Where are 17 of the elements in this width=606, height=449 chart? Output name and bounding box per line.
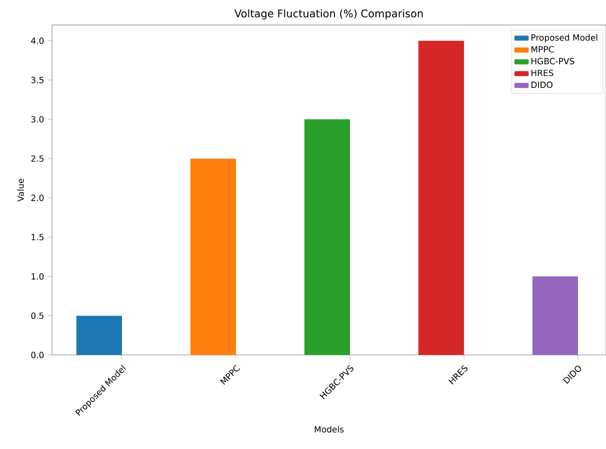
legend-label: MPPC — [532, 46, 554, 53]
y-tick-label: 1.5 — [32, 234, 44, 240]
y-tick-label: 3.5 — [31, 76, 44, 84]
chart-title: Voltage Fluctuation (%) Comparison — [234, 9, 423, 20]
x-axis-title: Models — [314, 426, 344, 433]
y-tick-label: 2.0 — [31, 194, 44, 202]
y-tick-label: 4.0 — [31, 38, 44, 44]
y-tick-label: 1.0 — [32, 273, 44, 280]
legend-label: DIDO — [532, 82, 552, 88]
legend-label: Proposed Model — [532, 34, 598, 42]
legend-label: HGBC-PVS — [532, 58, 574, 64]
y-axis-title: Value — [17, 178, 24, 202]
y-tick-label: 2.5 — [31, 155, 44, 162]
legend-label: HRES — [532, 70, 554, 76]
y-tick-label: 0.0 — [31, 352, 44, 358]
y-tick-label: 3.0 — [31, 116, 44, 122]
y-tick-label: 0.5 — [31, 312, 44, 319]
